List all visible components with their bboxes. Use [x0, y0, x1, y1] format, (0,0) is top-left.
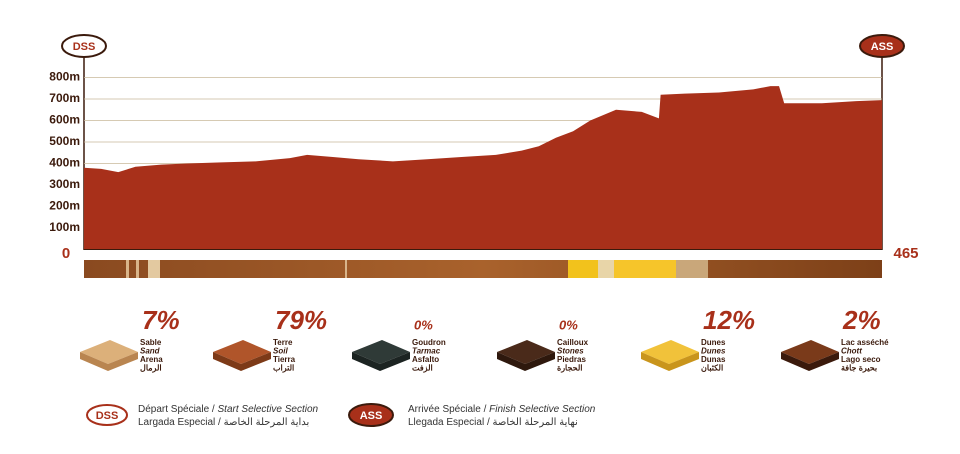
surface-icon-side — [80, 352, 138, 371]
x-tick-label: 0 — [62, 245, 70, 262]
surface-icon — [641, 340, 699, 364]
surface-icon — [781, 340, 839, 364]
surface-percent: 0% — [559, 317, 578, 332]
legend-text: Départ Spéciale / Start Selective Sectio… — [138, 404, 319, 415]
legend-fr: Départ Spéciale / — [138, 404, 218, 415]
elevation-area — [84, 86, 882, 250]
surface-name: Tierra — [273, 355, 296, 364]
surface-name: Terre — [273, 338, 293, 347]
surface-percent: 0% — [414, 317, 433, 332]
legend-badge: DSS — [96, 410, 119, 422]
surface-name: Arena — [140, 355, 163, 364]
start-badge: DSS — [61, 34, 107, 58]
surface-percent: 7% — [142, 305, 180, 335]
legend-en: Start Selective Section — [218, 404, 319, 415]
legend-text: Largada Especial / بداية المرحلة الخاصة — [138, 417, 309, 428]
legend-en: Finish Selective Section — [489, 404, 596, 415]
surface-percent: 2% — [842, 305, 881, 335]
surface-icon-side — [641, 352, 699, 371]
surface-icon-side — [497, 352, 555, 371]
surface-name: Tarmac — [412, 347, 441, 356]
y-tick-label: 700m — [49, 91, 80, 105]
legend: DSS Départ Spéciale / Start Selective Se… — [86, 403, 596, 428]
legend-pt: Llegada Especial / — [408, 417, 493, 428]
surface-name: Asfalto — [412, 355, 439, 364]
surface-icon — [497, 340, 555, 364]
surface-icon-side — [213, 352, 271, 371]
surface-name: Piedras — [557, 355, 586, 364]
surface-name: التراب — [273, 364, 294, 374]
legend-text: Arrivée Spéciale / Finish Selective Sect… — [408, 404, 596, 415]
surface-name: Dunes — [701, 338, 726, 347]
y-tick-label: 100m — [49, 220, 80, 234]
end-badge: ASS — [859, 34, 905, 58]
surface-strip — [84, 260, 882, 278]
surface-name: Dunes — [701, 347, 726, 356]
surface-name: Cailloux — [557, 338, 589, 347]
surface-name: الحجارة — [557, 364, 582, 374]
y-tick-label: 400m — [49, 156, 80, 170]
surface-name: الزفت — [412, 364, 433, 374]
surface-name: Lac asséché — [841, 338, 889, 347]
surface-icon-side — [781, 352, 839, 371]
y-tick-label: 200m — [49, 199, 80, 213]
legend-ar: بداية المرحلة الخاصة — [224, 417, 310, 428]
surface-percent: 12% — [703, 305, 755, 335]
surface-icon — [352, 340, 410, 364]
y-tick-label: 300m — [49, 177, 80, 191]
legend-fr: Arrivée Spéciale / — [408, 404, 489, 415]
surface-name: بحيرة جافة — [841, 364, 877, 374]
surface-icon — [80, 340, 138, 364]
start-label: DSS — [73, 41, 96, 53]
legend-text: Llegada Especial / نهاية المرحلة الخاصة — [408, 417, 578, 428]
legend-ar: نهاية المرحلة الخاصة — [493, 417, 578, 428]
surface-icon — [213, 340, 271, 364]
legend-badge: ASS — [360, 410, 383, 422]
y-tick-label: 600m — [49, 113, 80, 127]
surface-name: Goudron — [412, 338, 446, 347]
surface-name: Soil — [273, 347, 288, 356]
end-label: ASS — [871, 41, 894, 53]
surface-name: الرمال — [140, 364, 162, 374]
x-tick-label: 465 — [893, 245, 918, 262]
y-tick-label: 800m — [49, 70, 80, 84]
surface-name: Lago seco — [841, 355, 881, 364]
surface-name: Chott — [841, 347, 862, 356]
surface-percent: 79% — [275, 305, 327, 335]
legend-pt: Largada Especial / — [138, 417, 224, 428]
surface-name: Dunas — [701, 355, 726, 364]
surface-name: Stones — [557, 347, 584, 356]
surface-name: Sand — [140, 347, 161, 356]
plot: 100m 200m 300m 400m 500m 600m 700m 800m 0 465 — [49, 70, 918, 262]
surface-icon-side — [352, 352, 410, 371]
y-tick-label: 500m — [49, 134, 80, 148]
surface-name: Sable — [140, 338, 162, 347]
surface-name: الكثبان — [701, 364, 723, 373]
